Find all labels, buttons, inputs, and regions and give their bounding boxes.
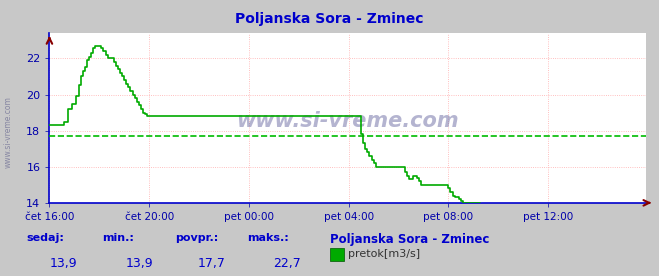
Text: 13,9: 13,9 xyxy=(49,257,77,270)
Text: Poljanska Sora - Zminec: Poljanska Sora - Zminec xyxy=(330,233,489,246)
Text: Poljanska Sora - Zminec: Poljanska Sora - Zminec xyxy=(235,12,424,26)
Text: min.:: min.: xyxy=(102,233,134,243)
Text: maks.:: maks.: xyxy=(247,233,289,243)
Text: 17,7: 17,7 xyxy=(198,257,225,270)
Text: povpr.:: povpr.: xyxy=(175,233,218,243)
Text: sedaj:: sedaj: xyxy=(26,233,64,243)
Text: www.si-vreme.com: www.si-vreme.com xyxy=(237,112,459,131)
Text: www.si-vreme.com: www.si-vreme.com xyxy=(3,97,13,168)
Text: pretok[m3/s]: pretok[m3/s] xyxy=(348,250,420,259)
Text: 13,9: 13,9 xyxy=(125,257,153,270)
Text: 22,7: 22,7 xyxy=(273,257,301,270)
